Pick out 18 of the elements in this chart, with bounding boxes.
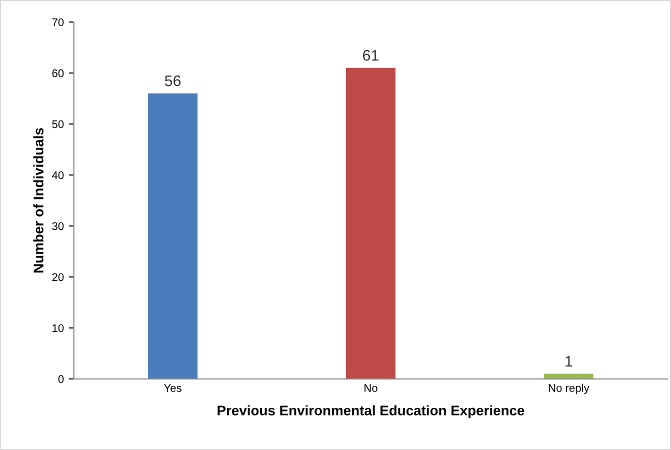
y-tick-label: 20	[52, 273, 64, 282]
data-label: 1	[566, 356, 572, 366]
x-axis-title: Previous Environmental Education Experience	[218, 405, 524, 418]
data-label: 61	[363, 50, 378, 61]
bar	[148, 93, 198, 379]
y-tick-label: 30	[52, 222, 64, 230]
x-tick-label: No reply	[548, 384, 590, 394]
y-tick-label: 50	[52, 120, 64, 128]
y-tick-label: 40	[52, 171, 64, 180]
y-tick-label: 70	[52, 18, 64, 26]
data-label: 56	[164, 75, 181, 86]
y-tick-label: 60	[52, 69, 64, 78]
bar	[346, 68, 396, 379]
y-tick-label: 0	[58, 375, 64, 384]
y-tick-label: 10	[52, 324, 64, 332]
x-tick-label: Yes	[164, 384, 182, 392]
y-axis-title: Number of Individuals	[33, 128, 44, 272]
x-tick-label: No	[364, 384, 378, 392]
